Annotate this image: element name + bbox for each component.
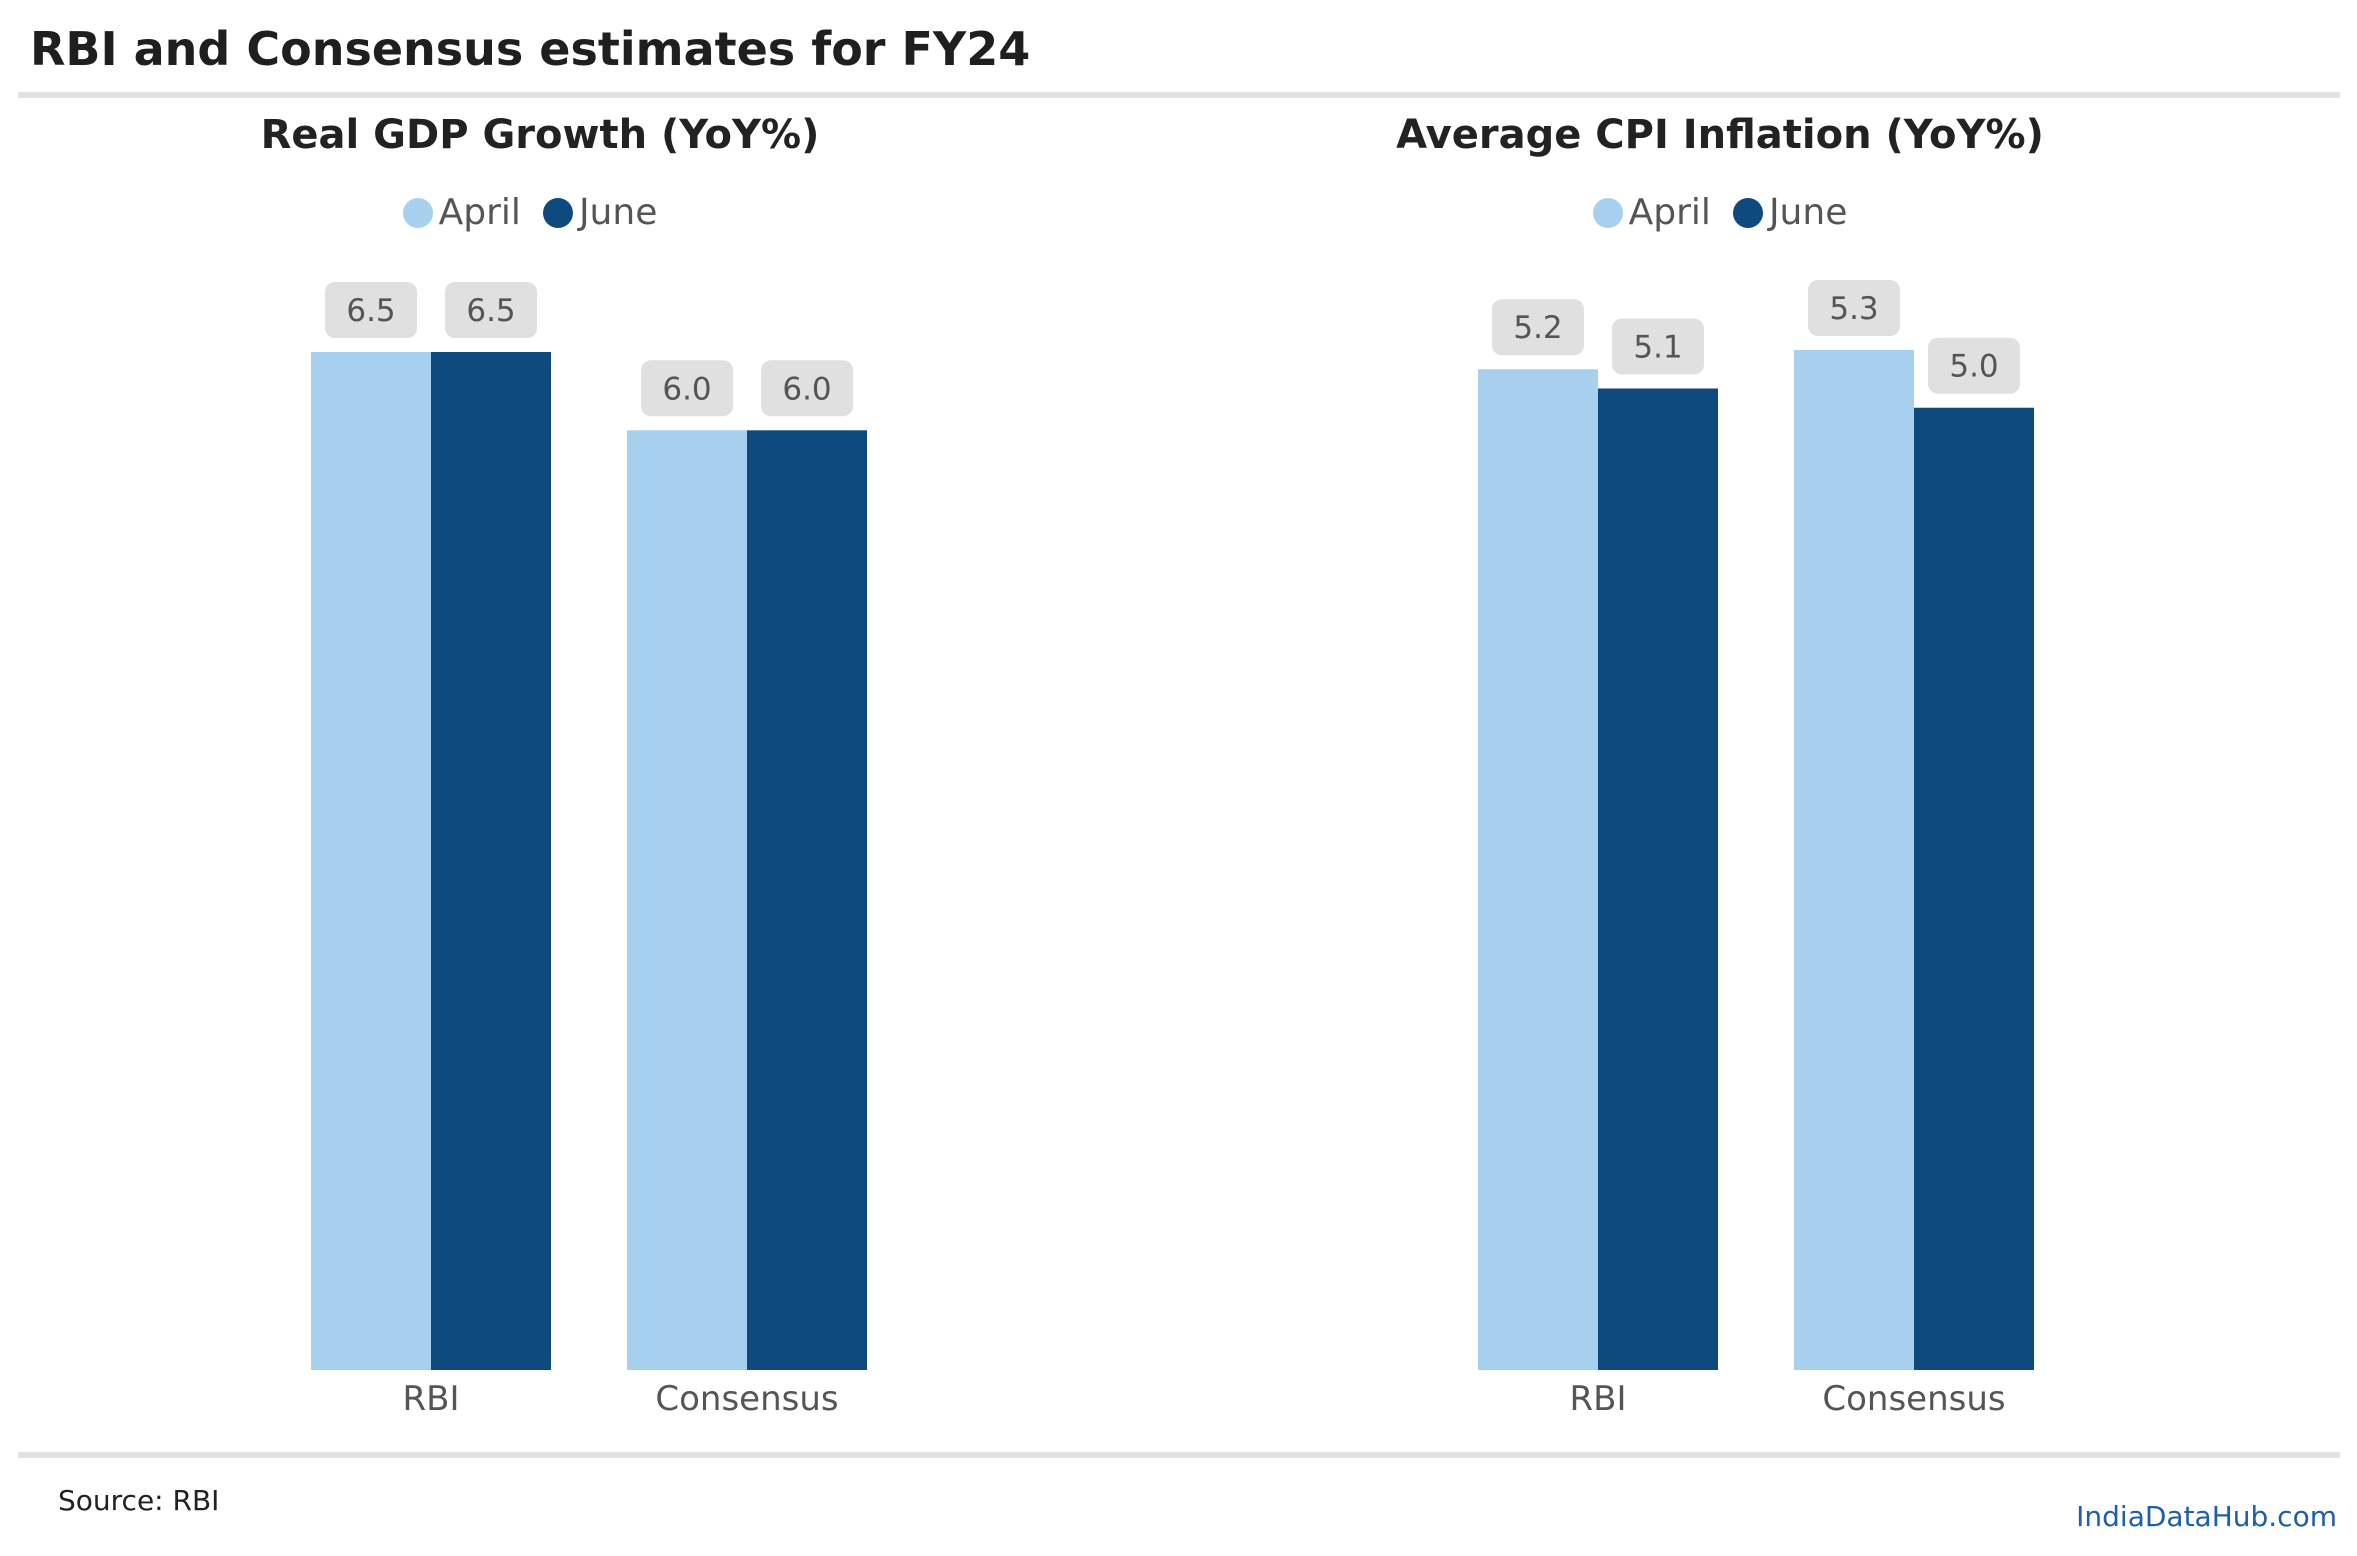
category-label-consensus: Consensus xyxy=(655,1379,838,1419)
value-label-box xyxy=(1612,318,1704,375)
category-label-rbi: RBI xyxy=(1570,1379,1627,1419)
value-label: 6.0 xyxy=(662,371,711,407)
value-label-box xyxy=(761,360,853,417)
gdp-chart-plot: 6.5 6.5 RBI 6.0 6.0 Consensus xyxy=(311,282,867,1419)
brand-watermark: IndiaDataHub.com xyxy=(2076,1500,2337,1533)
category-label-rbi: RBI xyxy=(403,1379,460,1419)
value-label-box xyxy=(445,282,537,338)
source-note: Source: RBI xyxy=(58,1484,220,1517)
legend-item-june: June xyxy=(542,192,658,233)
top-divider xyxy=(18,92,2340,98)
value-label: 5.1 xyxy=(1633,329,1682,365)
page-title: RBI and Consensus estimates for FY24 xyxy=(30,22,1031,76)
value-label: 5.2 xyxy=(1513,310,1562,346)
chart-legend: April June xyxy=(1170,192,2270,233)
bar-consensus-april xyxy=(627,430,747,1370)
value-label: 6.5 xyxy=(346,293,395,329)
legend-item-april: April xyxy=(1592,192,1711,233)
chart-title: Real GDP Growth (YoY%) xyxy=(260,112,820,158)
legend-marker-april xyxy=(402,197,433,228)
bar-consensus-june xyxy=(747,430,867,1370)
value-label-box xyxy=(1808,280,1900,336)
gdp-chart-panel: Real GDP Growth (YoY%) April June 6.5 6.5… xyxy=(0,100,1100,1450)
bar-rbi-june xyxy=(431,352,551,1370)
chart-title: Average CPI Inflation (YoY%) xyxy=(1396,112,2044,158)
legend-label-june: June xyxy=(578,192,658,233)
cpi-chart-plot: 5.2 5.1 RBI 5.3 5.0 Consensus xyxy=(1478,280,2034,1419)
value-label: 5.0 xyxy=(1949,349,1998,385)
legend-marker-june xyxy=(542,197,573,228)
category-label-consensus: Consensus xyxy=(1822,1379,2005,1419)
bottom-divider xyxy=(18,1452,2340,1458)
legend-label-april: April xyxy=(1628,192,1711,233)
bar-consensus-june xyxy=(1914,407,2034,1370)
value-label-box xyxy=(1928,337,2020,394)
chart-legend: April June xyxy=(0,192,1080,233)
bar-consensus-april xyxy=(1794,350,1914,1370)
legend-label-june: June xyxy=(1768,192,1848,233)
value-label-box xyxy=(1492,299,1584,356)
value-label: 5.3 xyxy=(1829,291,1878,327)
bar-rbi-june xyxy=(1598,388,1718,1370)
cpi-chart-panel: Average CPI Inflation (YoY%) April June … xyxy=(1170,100,2270,1450)
value-label-box xyxy=(325,282,417,338)
legend-item-april: April xyxy=(402,192,521,233)
legend-marker-june xyxy=(1732,197,1763,228)
bar-rbi-april xyxy=(1478,369,1598,1371)
legend-item-june: June xyxy=(1732,192,1848,233)
value-label: 6.0 xyxy=(782,371,831,407)
legend-marker-april xyxy=(1592,197,1623,228)
value-label-box xyxy=(641,360,733,417)
value-label: 6.5 xyxy=(466,293,515,329)
legend-label-april: April xyxy=(438,192,521,233)
bar-rbi-april xyxy=(311,352,431,1370)
